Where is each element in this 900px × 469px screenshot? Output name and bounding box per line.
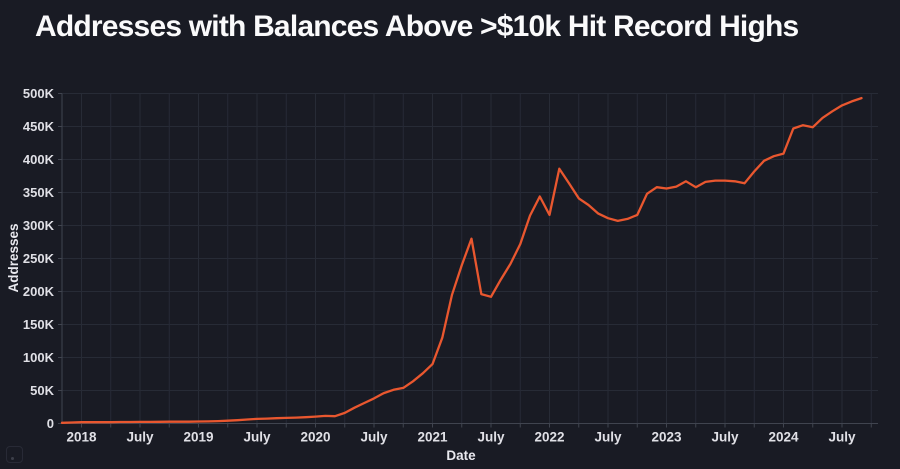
x-tick-label: July xyxy=(243,430,271,445)
y-tick-label: 450K xyxy=(23,119,55,134)
vertical-gridlines xyxy=(81,93,872,424)
y-tick-label: 150K xyxy=(23,317,55,332)
x-tick-label: 2021 xyxy=(417,430,448,445)
x-tick-labels: 2018 July 2019 July 2020 July 2021 July 2022 July… xyxy=(66,430,856,445)
x-tick-label: 2018 xyxy=(66,430,97,445)
y-tick-label: 0 xyxy=(47,416,54,431)
y-axis-label: Addresses xyxy=(6,223,21,292)
x-tick-label: 2020 xyxy=(300,430,330,445)
y-tick-label: 500K xyxy=(23,86,55,101)
chart-title: Addresses with Balances Above >$10k Hit … xyxy=(35,10,799,43)
x-tick-label: 2024 xyxy=(768,430,799,445)
x-axis-label: Date xyxy=(446,448,476,463)
corner-overlay-widget xyxy=(6,446,23,463)
y-tick-label: 50K xyxy=(30,383,54,398)
x-tick-label: July xyxy=(477,430,505,445)
x-tick-label: 2023 xyxy=(651,430,682,445)
addresses-line xyxy=(60,96,863,424)
axis-ticks xyxy=(58,93,872,428)
x-tick-label: July xyxy=(594,430,622,445)
x-tick-label: July xyxy=(828,430,856,445)
data-series xyxy=(60,96,863,424)
corner-overlay-dot xyxy=(11,457,14,460)
x-tick-label: July xyxy=(711,430,739,445)
x-tick-label: 2019 xyxy=(183,430,213,445)
y-tick-label: 400K xyxy=(23,152,55,167)
y-tick-label: 350K xyxy=(23,185,55,200)
x-tick-label: July xyxy=(126,430,154,445)
y-tick-label: 100K xyxy=(23,350,55,365)
y-tick-labels: 0 50K 100K 150K 200K 250K 300K 350K 400K 450K 500K xyxy=(23,86,55,431)
y-tick-label: 200K xyxy=(23,284,55,299)
y-tick-label: 300K xyxy=(23,218,55,233)
x-tick-label: July xyxy=(360,430,388,445)
y-tick-label: 250K xyxy=(23,251,55,266)
x-tick-label: 2022 xyxy=(534,430,564,445)
